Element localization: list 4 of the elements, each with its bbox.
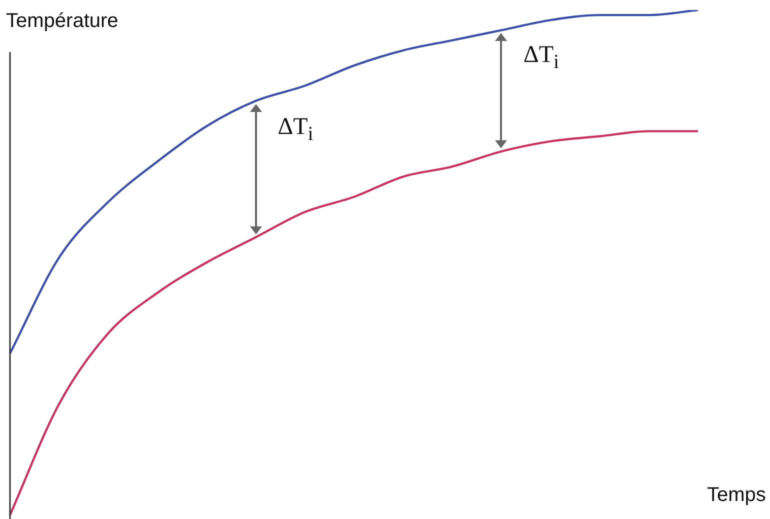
annotation: ΔT$_{i}$: [523, 42, 560, 74]
x-axis-title: Temps: [707, 484, 766, 507]
y-axis-title: Température: [6, 10, 118, 33]
annotation: ΔT$_{i}$: [278, 114, 314, 146]
